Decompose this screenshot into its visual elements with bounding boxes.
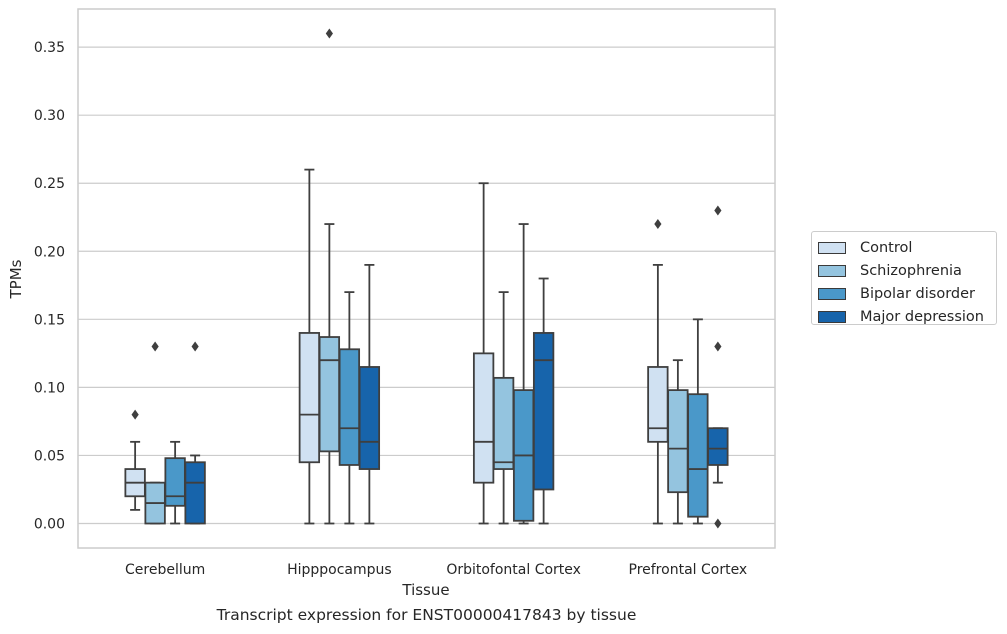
box [667, 389, 689, 494]
outlier-point [151, 341, 159, 352]
box-group [164, 440, 186, 525]
plot-frame [77, 8, 776, 549]
box-group [318, 28, 341, 525]
legend-swatch [818, 264, 846, 277]
legend-swatch [818, 287, 846, 300]
legend-item: Control [818, 236, 990, 259]
box [472, 352, 495, 484]
legend-label: Bipolar disorder [860, 285, 975, 302]
outlier-point [325, 28, 333, 39]
legend-item: Schizophrenia [818, 259, 990, 282]
x-tick-label: Hipppocampus [287, 562, 392, 578]
box [492, 376, 515, 470]
y-tick-label: 0.20 [34, 244, 65, 260]
outlier-point [714, 205, 722, 216]
legend: Control Schizophrenia Bipolar disorder Majo… [811, 231, 997, 325]
x-axis-title: Tissue [401, 581, 449, 599]
box-group [298, 168, 321, 525]
outlier-point [714, 518, 722, 529]
y-tick-label: 0.05 [34, 448, 65, 464]
box [318, 336, 341, 453]
box [358, 366, 381, 470]
chart-caption: Transcript expression for ENST0000041784… [216, 606, 637, 624]
axes-frame [77, 8, 776, 549]
box [164, 457, 186, 507]
y-tick-label: 0.25 [34, 176, 65, 192]
legend-item: Bipolar disorder [818, 282, 990, 305]
box-group [512, 223, 535, 525]
box-group [184, 341, 206, 525]
box-group [472, 182, 495, 525]
x-tick-labels: Cerebellum Hipppocampus Orbitofontal Corte… [125, 562, 747, 578]
box-group [492, 291, 515, 525]
outlier-point [654, 219, 662, 230]
box [647, 366, 669, 443]
legend-swatch [818, 310, 846, 323]
box [687, 393, 709, 518]
y-tick-label: 0.35 [34, 40, 65, 56]
x-tick-label: Cerebellum [125, 562, 205, 578]
box-group [647, 219, 669, 525]
y-tick-label: 0.00 [34, 517, 65, 533]
box-group [338, 291, 361, 525]
y-tick-label: 0.15 [34, 312, 65, 328]
legend-label: Control [860, 239, 913, 256]
outlier-point [191, 341, 199, 352]
y-tick-label: 0.10 [34, 380, 65, 396]
legend-label: Major depression [860, 308, 984, 325]
box [338, 348, 361, 466]
legend-item: Major depression [818, 305, 990, 328]
box [707, 427, 729, 466]
box-group [667, 359, 689, 525]
box [184, 461, 206, 525]
box-group [358, 263, 381, 525]
y-axis-title: TPMs [7, 259, 25, 299]
box-group [144, 341, 166, 525]
outlier-point [131, 409, 139, 420]
box-group [707, 205, 729, 529]
box-group [532, 277, 555, 525]
y-tick-labels: 0.00 0.05 0.10 0.15 0.20 0.25 0.30 0.35 [34, 40, 65, 532]
box-plots [124, 28, 729, 529]
legend-swatch [818, 241, 846, 254]
box [298, 332, 321, 464]
y-tick-label: 0.30 [34, 108, 65, 124]
outlier-point [714, 341, 722, 352]
box-group [124, 409, 146, 511]
box-group [687, 318, 709, 525]
legend-label: Schizophrenia [860, 262, 962, 279]
x-tick-label: Orbitofontal Cortex [446, 562, 581, 578]
x-tick-label: Prefrontal Cortex [629, 562, 748, 578]
box [532, 332, 555, 491]
